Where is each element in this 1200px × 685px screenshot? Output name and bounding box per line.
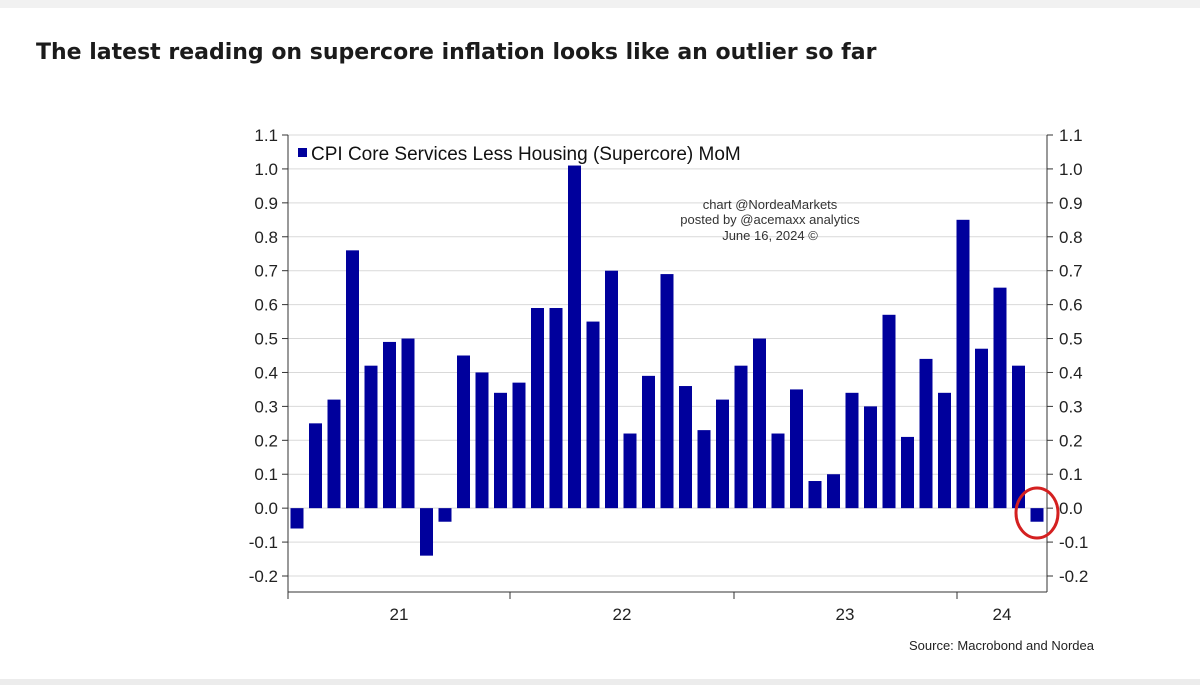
latest-reading-highlight-circle bbox=[1014, 486, 1060, 540]
bar bbox=[531, 308, 544, 509]
y-tick-label-left: 0.4 bbox=[254, 363, 278, 382]
bar bbox=[697, 430, 711, 509]
bar bbox=[975, 348, 988, 509]
y-tick-label-left: -0.1 bbox=[249, 533, 278, 552]
y-tick-label-right: 0.1 bbox=[1059, 465, 1083, 484]
bar bbox=[864, 406, 877, 509]
x-tick-label: 23 bbox=[836, 605, 855, 624]
bar bbox=[1030, 508, 1044, 522]
source-note: Source: Macrobond and Nordea bbox=[909, 638, 1095, 653]
bar bbox=[753, 338, 766, 509]
y-tick-label-right: 0.6 bbox=[1059, 296, 1083, 315]
bar bbox=[716, 399, 729, 509]
axes bbox=[282, 134, 1053, 599]
x-tick-label: 21 bbox=[390, 605, 409, 624]
bar bbox=[346, 250, 359, 509]
watermark-line-2: posted by @acemaxx analytics bbox=[680, 212, 860, 227]
bar bbox=[938, 392, 951, 509]
bar bbox=[401, 338, 415, 509]
y-tick-label-left: 0.5 bbox=[254, 330, 278, 349]
y-tick-label-right: 0.0 bbox=[1059, 499, 1083, 518]
bar bbox=[790, 389, 803, 509]
top-divider bbox=[0, 0, 1200, 8]
bar bbox=[919, 358, 933, 509]
y-tick-label-left: 0.9 bbox=[254, 194, 278, 213]
y-tick-label-right: 0.9 bbox=[1059, 194, 1083, 213]
y-tick-label-left: 0.3 bbox=[254, 397, 278, 416]
legend-swatch bbox=[298, 148, 307, 157]
bar bbox=[290, 508, 304, 529]
y-tick-label-right: 0.2 bbox=[1059, 431, 1083, 450]
bar bbox=[1012, 365, 1025, 509]
y-tick-label-right: 1.0 bbox=[1059, 160, 1083, 179]
y-tick-label-left: 0.0 bbox=[254, 499, 278, 518]
y-tick-label-left: 0.6 bbox=[254, 296, 278, 315]
y-tick-label-right: 0.7 bbox=[1059, 262, 1083, 281]
watermark-line-1: chart @NordeaMarkets bbox=[703, 197, 838, 212]
tick-labels: -0.2 -0.2 -0.1 -0.1 0.0 0.0 0.1 0.1 0.2 0.2 0.3 0.3… bbox=[249, 126, 1089, 624]
y-tick-label-right: 0.4 bbox=[1059, 363, 1083, 382]
bar bbox=[845, 392, 859, 509]
bar bbox=[586, 321, 600, 509]
y-tick-label-right: 0.8 bbox=[1059, 228, 1083, 247]
bar bbox=[827, 474, 840, 509]
y-tick-label-left: 0.7 bbox=[254, 262, 278, 281]
y-tick-label-left: 0.2 bbox=[254, 431, 278, 450]
bar bbox=[568, 165, 581, 509]
bar bbox=[549, 308, 563, 509]
y-tick-label-left: 1.0 bbox=[254, 160, 278, 179]
bar bbox=[642, 375, 655, 509]
bar bbox=[494, 392, 507, 509]
bars bbox=[290, 165, 1044, 556]
bar bbox=[383, 341, 396, 509]
bar bbox=[309, 423, 322, 509]
bar bbox=[438, 508, 452, 522]
y-tick-label-left: 1.1 bbox=[254, 126, 278, 145]
bar bbox=[420, 508, 433, 556]
y-tick-label-left: -0.2 bbox=[249, 567, 278, 586]
y-tick-label-right: 1.1 bbox=[1059, 126, 1083, 145]
bar bbox=[623, 433, 637, 509]
bar bbox=[882, 314, 896, 509]
y-tick-label-left: 0.1 bbox=[254, 465, 278, 484]
x-tick-label: 24 bbox=[993, 605, 1012, 624]
bar bbox=[327, 399, 341, 509]
bar bbox=[808, 481, 822, 509]
bottom-divider bbox=[0, 679, 1200, 685]
y-tick-label-right: 0.5 bbox=[1059, 330, 1083, 349]
y-tick-label-right: -0.2 bbox=[1059, 567, 1088, 586]
bar bbox=[475, 372, 489, 509]
bar bbox=[679, 386, 692, 509]
bar bbox=[512, 382, 526, 509]
watermark-line-3: June 16, 2024 © bbox=[722, 228, 818, 243]
y-tick-label-right: 0.3 bbox=[1059, 397, 1083, 416]
y-tick-label-right: -0.1 bbox=[1059, 533, 1088, 552]
bar bbox=[660, 274, 674, 509]
bar bbox=[605, 270, 618, 509]
y-tick-label-left: 0.8 bbox=[254, 228, 278, 247]
bar bbox=[364, 365, 378, 509]
bar bbox=[734, 365, 748, 509]
bar bbox=[457, 355, 470, 509]
x-tick-label: 22 bbox=[613, 605, 632, 624]
bar bbox=[956, 219, 970, 509]
bar bbox=[901, 436, 914, 509]
page-headline: The latest reading on supercore inflatio… bbox=[36, 40, 877, 65]
bar bbox=[993, 287, 1007, 509]
bar bbox=[771, 433, 785, 509]
legend-label: CPI Core Services Less Housing (Supercor… bbox=[311, 144, 741, 165]
